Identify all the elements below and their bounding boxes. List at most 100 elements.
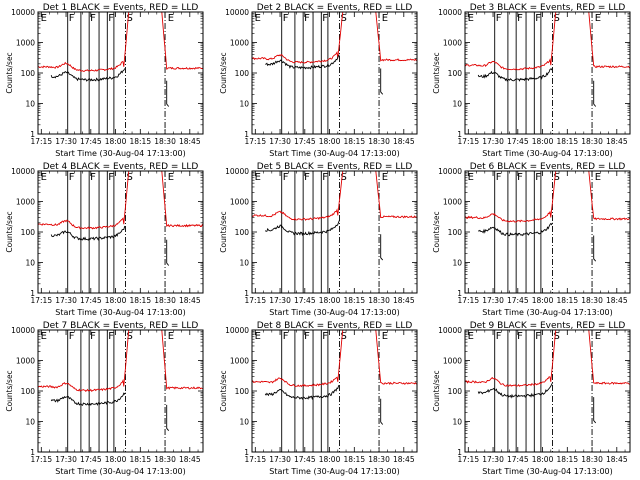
y-tick-label: 1 — [457, 130, 462, 139]
x-tick-label: 17:15 — [244, 296, 266, 305]
x-tick-label: 18:15 — [343, 296, 365, 305]
y-tick-label: 1 — [244, 289, 249, 298]
lld-series-line — [251, 170, 418, 221]
x-tick-label: 18:15 — [129, 137, 151, 146]
x-tick-label: 17:15 — [244, 455, 266, 464]
plot-frame — [37, 329, 204, 453]
x-tick-label: 17:45 — [80, 455, 102, 464]
flag-label: F — [322, 331, 328, 342]
y-axis-label: Counts/sec — [432, 211, 441, 252]
panel-title: Det 9 BLACK = Events, RED = LLD — [470, 321, 626, 331]
x-tick-label: 17:30 — [55, 137, 77, 146]
flag-label: E — [382, 13, 388, 24]
events-series-line — [264, 384, 340, 400]
panel-det-6: Det 6 BLACK = Events, RED = LLD Counts/se… — [432, 162, 631, 317]
flag-label: E — [468, 172, 474, 183]
flag-label: S — [553, 331, 559, 342]
y-tick-label: 10000 — [438, 8, 462, 17]
y-tick-label: 10000 — [11, 326, 35, 335]
flag-label: F — [69, 13, 75, 24]
y-tick-label: 1 — [457, 289, 462, 298]
x-tick-label: 18:45 — [606, 455, 628, 464]
flag-label: S — [553, 172, 559, 183]
flag-label: S — [126, 331, 132, 342]
x-tick-label: 18:45 — [179, 296, 201, 305]
x-tick-label: 18:45 — [606, 137, 628, 146]
x-tick-label: 17:30 — [482, 455, 504, 464]
flag-label: F — [322, 13, 328, 24]
lld-series-line — [37, 170, 204, 230]
flag-label: F — [517, 172, 523, 183]
y-tick-label: 100 — [448, 387, 463, 396]
flag-label: F — [69, 331, 75, 342]
x-tick-label: 18:30 — [154, 455, 176, 464]
y-axis-label: Counts/sec — [432, 52, 441, 93]
y-axis-label: Counts/sec — [432, 370, 441, 411]
lld-series-line — [464, 11, 631, 71]
x-tick-label: 18:45 — [179, 137, 201, 146]
x-tick-label: 18:00 — [532, 455, 554, 464]
x-tick-label: 17:15 — [457, 296, 479, 305]
flag-label: F — [304, 172, 310, 183]
x-tick-label: 18:00 — [319, 455, 341, 464]
y-tick-label: 1 — [30, 130, 35, 139]
lld-series-line — [251, 329, 418, 388]
flag-label: F — [304, 331, 310, 342]
x-tick-label: 18:00 — [319, 296, 341, 305]
events-series-line — [50, 225, 126, 241]
flag-label: E — [41, 172, 47, 183]
flag-label: F — [108, 172, 114, 183]
flag-label: F — [304, 13, 310, 24]
flag-label: E — [382, 172, 388, 183]
x-tick-label: 18:00 — [105, 455, 127, 464]
y-tick-label: 10 — [452, 418, 462, 427]
flag-label: S — [340, 13, 346, 24]
y-tick-label: 10 — [25, 259, 35, 268]
x-axis-label: Start Time (30-Aug-04 17:13:00) — [482, 149, 613, 158]
x-tick-label: 18:15 — [556, 296, 578, 305]
y-tick-label: 1000 — [443, 198, 462, 207]
flag-label: F — [535, 331, 541, 342]
y-tick-label: 10000 — [225, 167, 249, 176]
x-axis-label: Start Time (30-Aug-04 17:13:00) — [55, 149, 186, 158]
x-tick-label: 18:15 — [343, 455, 365, 464]
x-tick-label: 17:45 — [294, 137, 316, 146]
flag-label: F — [322, 172, 328, 183]
x-tick-label: 17:30 — [482, 296, 504, 305]
plot-frame — [464, 11, 631, 135]
panel-det-7: Det 7 BLACK = Events, RED = LLD Counts/se… — [5, 321, 204, 476]
x-tick-label: 18:30 — [368, 296, 390, 305]
flag-label: E — [168, 331, 174, 342]
panel-title: Det 2 BLACK = Events, RED = LLD — [257, 3, 413, 13]
x-axis-label: Start Time (30-Aug-04 17:13:00) — [55, 467, 186, 476]
flag-label: S — [340, 172, 346, 183]
events-series-fragment — [380, 68, 384, 95]
y-tick-label: 1000 — [230, 39, 249, 48]
x-tick-label: 17:15 — [457, 137, 479, 146]
flag-label: S — [553, 13, 559, 24]
x-tick-label: 18:00 — [319, 137, 341, 146]
flag-label: E — [255, 172, 261, 183]
y-tick-label: 10000 — [225, 8, 249, 17]
x-tick-label: 18:45 — [393, 455, 415, 464]
y-tick-label: 100 — [448, 69, 463, 78]
flag-label: E — [468, 13, 474, 24]
panel-det-1: Det 1 BLACK = Events, RED = LLD Counts/se… — [5, 3, 204, 158]
panel-title: Det 5 BLACK = Events, RED = LLD — [257, 162, 413, 172]
flag-label: F — [283, 13, 289, 24]
flag-label: E — [255, 13, 261, 24]
panel-title: Det 1 BLACK = Events, RED = LLD — [43, 3, 199, 13]
y-tick-label: 100 — [21, 228, 36, 237]
flag-label: F — [69, 172, 75, 183]
x-tick-label: 17:45 — [294, 455, 316, 464]
y-axis-label: Counts/sec — [5, 211, 14, 252]
x-tick-label: 18:30 — [368, 455, 390, 464]
x-tick-label: 18:15 — [129, 296, 151, 305]
y-tick-label: 10000 — [438, 167, 462, 176]
panel-det-5: Det 5 BLACK = Events, RED = LLD Counts/se… — [219, 162, 418, 317]
flag-label: E — [168, 172, 174, 183]
events-series-fragment — [593, 235, 597, 262]
lld-series-line — [251, 11, 418, 64]
x-tick-label: 17:45 — [507, 296, 529, 305]
